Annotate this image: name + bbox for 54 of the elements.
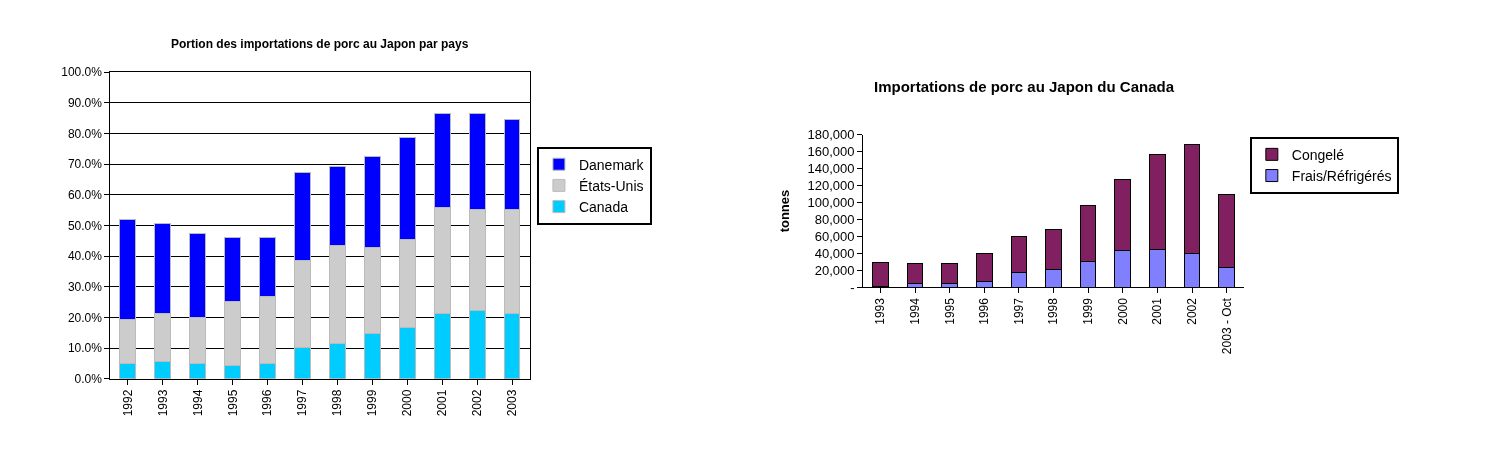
- y-tick-label: 80.0%: [67, 126, 103, 141]
- x-tick-label: 1995: [225, 389, 240, 417]
- y-tick-label: 100.0%: [61, 65, 103, 80]
- y-axis-title: tonnes: [777, 189, 793, 233]
- x-tick-label: 1997: [1011, 297, 1026, 325]
- x-tick-label: 2003: [504, 389, 519, 417]
- chart-title: Portion des importations de porc au Japon par pays: [171, 37, 469, 51]
- legend-label: Danemark: [578, 156, 645, 173]
- y-tick-label: 60.0%: [67, 187, 103, 202]
- x-tick-label: 1993: [155, 389, 170, 417]
- y-tick-label: 140,000: [807, 161, 855, 177]
- y-tick-label: 20.0%: [67, 310, 103, 325]
- x-tick-label: 2002: [1184, 297, 1199, 325]
- x-tick-label: 1995: [942, 297, 957, 325]
- legend-label: Canada: [578, 199, 629, 216]
- legend-label: Frais/Réfrigérés: [1291, 168, 1392, 185]
- x-tick-label: 2003 - Oct: [1219, 297, 1234, 355]
- y-tick-label: 10.0%: [67, 341, 103, 356]
- y-tick-label: 60,000: [814, 229, 855, 244]
- y-tick-label: -: [850, 279, 855, 295]
- x-tick-label: 2000: [400, 389, 415, 417]
- legend-label: États-Unis: [578, 177, 644, 194]
- x-tick-label: 1992: [120, 389, 135, 417]
- y-tick-label: 30.0%: [67, 280, 103, 294]
- bar: [906, 263, 924, 285]
- y-tick-label: 80,000: [814, 212, 855, 228]
- x-tick-label: 1994: [190, 389, 205, 417]
- x-tick-label: 2000: [1115, 297, 1130, 325]
- x-tick-label: 1998: [1046, 297, 1061, 325]
- x-tick-label: 1997: [295, 389, 310, 417]
- x-tick-label: 1994: [907, 297, 922, 325]
- y-tick-label: 180,000: [807, 127, 855, 143]
- y-tick-label: 70.0%: [67, 157, 103, 172]
- y-tick-label: 120,000: [807, 178, 855, 194]
- y-tick-label: 0.0%: [74, 372, 103, 387]
- y-tick-label: 160,000: [807, 144, 855, 160]
- x-tick-label: 1999: [1081, 297, 1096, 325]
- bar: [941, 263, 958, 285]
- x-tick-label: 1993: [873, 297, 888, 325]
- chart-title: Importations de porc au Japon du Canada: [874, 78, 1175, 95]
- x-tick-label: 2002: [470, 389, 485, 417]
- y-tick-label: 40.0%: [67, 249, 103, 264]
- x-tick-label: 1996: [260, 389, 275, 417]
- y-tick-label: 90.0%: [67, 95, 103, 110]
- y-tick-label: 50.0%: [67, 218, 103, 233]
- x-tick-label: 2001: [435, 389, 450, 417]
- x-tick-label: 1998: [330, 389, 345, 417]
- y-tick-label: 40,000: [814, 245, 855, 261]
- y-tick-label: 20,000: [814, 262, 855, 278]
- x-tick-label: 2001: [1150, 297, 1165, 325]
- y-tick-label: 100,000: [807, 195, 855, 211]
- legend-label: Congelé: [1291, 146, 1345, 163]
- x-tick-label: 1996: [977, 297, 992, 325]
- x-tick-label: 1999: [365, 389, 380, 417]
